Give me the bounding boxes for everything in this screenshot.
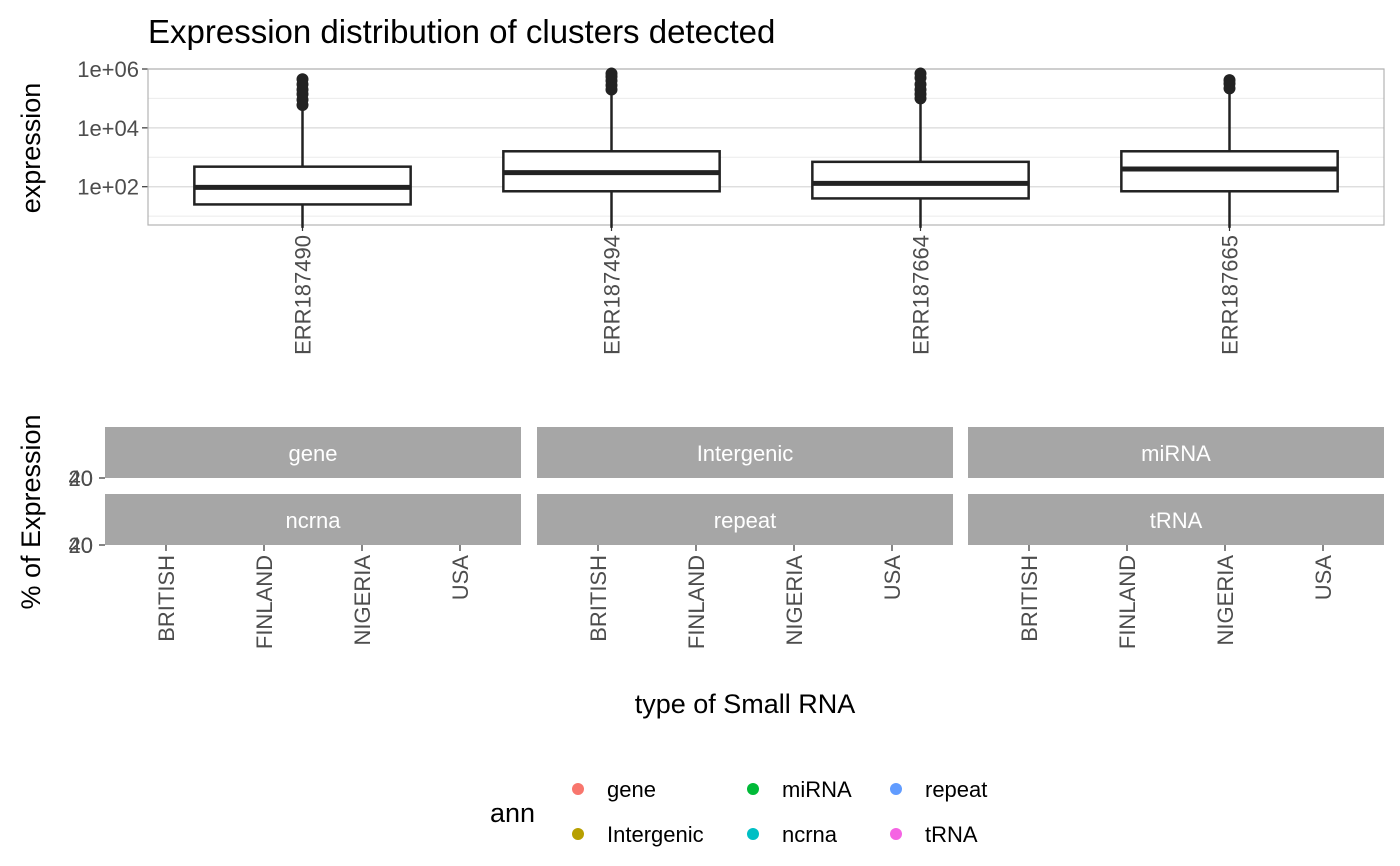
y-tick-label: 1e+02 (77, 175, 139, 200)
facet-strip-gene (105, 427, 521, 478)
legend-key-repeat (890, 783, 902, 795)
facet-strip-label: repeat (714, 508, 776, 533)
facet-strip-Intergenic (537, 427, 953, 478)
top-plot-area: 1e+02 1e+04 1e+06 ERR187490 ERR187494 ERR1876… (77, 57, 1385, 355)
legend-key-gene (572, 783, 584, 795)
y-tick-label: 1e+04 (77, 116, 139, 141)
x-tick-label: ERR187490 (291, 235, 316, 355)
x-tick-label: ERR187494 (600, 235, 625, 355)
legend-label: Intergenic (607, 822, 704, 847)
bottom-y-axis-label: % of Expression (16, 414, 46, 609)
facet-x-tick-label: FINLAND (684, 555, 709, 649)
legend-key-miRNA (747, 783, 759, 795)
box-ERR187490 (193, 73, 412, 228)
facet-x-tick-label: NIGERIA (782, 555, 807, 646)
facet-strip-label: miRNA (1141, 441, 1211, 466)
outlier-point (914, 67, 927, 80)
facet-x-tick-label: USA (880, 555, 905, 601)
outlier-point (1223, 74, 1236, 87)
facet-x-tick-label: FINLAND (252, 555, 277, 649)
facet-y-tick-label: 40 (69, 533, 93, 558)
facet-strip-label: ncrna (285, 508, 341, 533)
legend: gene Intergenic miRNA ncrna repeat tRNA (572, 777, 987, 847)
legend-key-ncrna (747, 828, 759, 840)
legend-label: ncrna (782, 822, 838, 847)
facet-y-tick-label: 20 (69, 466, 93, 491)
box-iqr (811, 160, 1030, 200)
box-ERR187665 (1120, 74, 1339, 228)
facet-x-tick-label: BRITISH (586, 555, 611, 642)
facet-y-tick-label: 40 (69, 466, 93, 491)
x-tick-label: ERR187664 (909, 235, 934, 355)
facet-strip-tRNA (968, 494, 1384, 545)
legend-label: gene (607, 777, 656, 802)
facet-x-tick-label: NIGERIA (1213, 555, 1238, 646)
legend-key-Intergenic (572, 828, 584, 840)
box-ERR187664 (811, 67, 1030, 228)
top-y-axis-label: expression (16, 83, 46, 214)
top-chart-title: Expression distribution of clusters dete… (148, 13, 775, 50)
facet-strip-label: tRNA (1150, 508, 1203, 533)
plot-border (147, 68, 1385, 226)
outlier-point (605, 67, 618, 80)
legend-title: ann (490, 798, 535, 828)
x-tick-label: ERR187665 (1218, 235, 1243, 355)
y-tick-label: 1e+06 (77, 57, 139, 82)
facet-strip-ncrna (105, 494, 521, 545)
facet-x-tick-label: FINLAND (1115, 555, 1140, 649)
legend-label: repeat (925, 777, 987, 802)
legend-label: tRNA (925, 822, 978, 847)
facet-y-tick-label: 20 (69, 533, 93, 558)
facet-x-tick-label: BRITISH (154, 555, 179, 642)
facet-strip-label: Intergenic (697, 441, 794, 466)
legend-label: miRNA (782, 777, 852, 802)
facet-x-tick-label: USA (448, 555, 473, 601)
outlier-point (296, 73, 309, 86)
facet-x-tick-label: NIGERIA (350, 555, 375, 646)
facet-x-tick-label: USA (1311, 555, 1336, 601)
facet-x-tick-label: BRITISH (1017, 555, 1042, 642)
facet-strip-miRNA (968, 427, 1384, 478)
facet-strip-repeat (537, 494, 953, 545)
box-ERR187494 (502, 67, 721, 228)
bottom-x-axis-label: type of Small RNA (635, 689, 856, 719)
legend-key-tRNA (890, 828, 902, 840)
facet-strip-label: gene (289, 441, 338, 466)
